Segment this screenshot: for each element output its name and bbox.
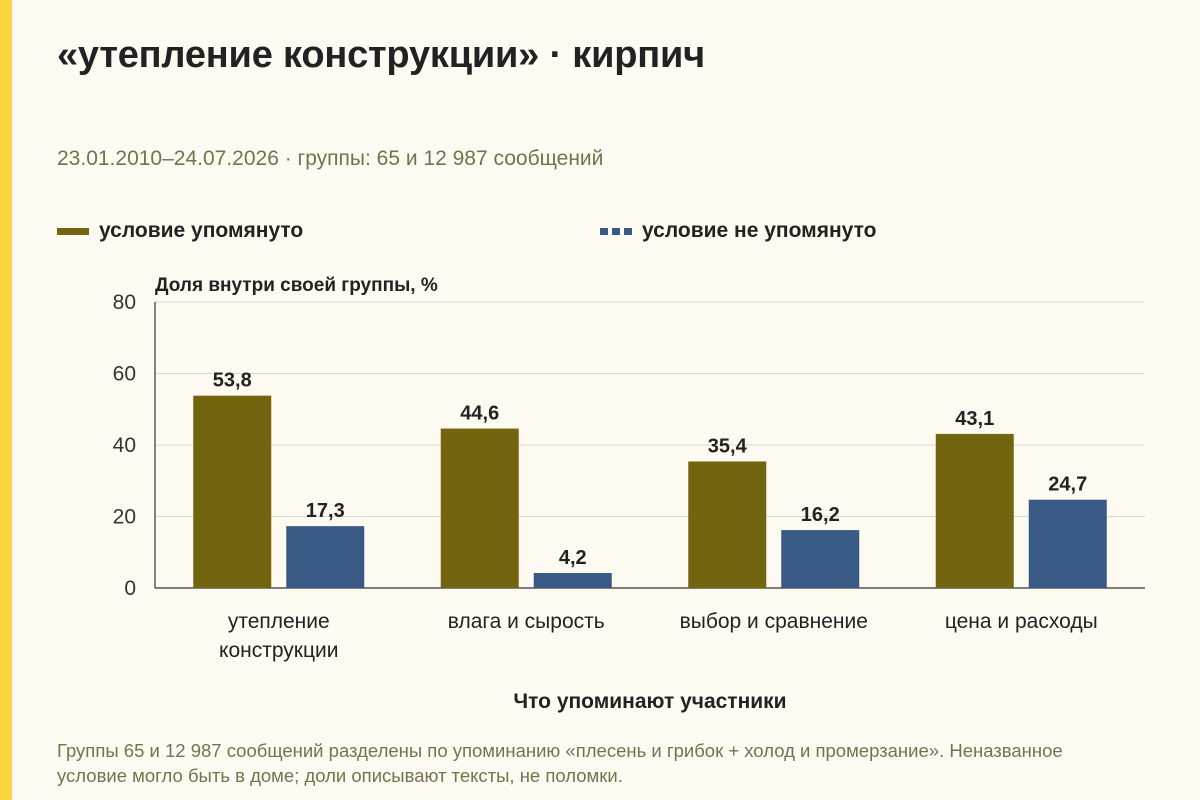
bar-value-label: 44,6 [460, 403, 499, 425]
accent-bar [0, 0, 12, 800]
subtitle: 23.01.2010–24.07.2026 · группы: 65 и 12 … [57, 147, 604, 170]
legend-swatch-solid [57, 227, 89, 235]
bar [193, 395, 272, 588]
page-title: «утепление конструкции» · кирпич [57, 34, 706, 76]
x-tick-label: влага и сырость [448, 610, 605, 633]
y-tick-label: 40 [113, 434, 136, 457]
bar-value-label: 53,8 [213, 370, 252, 392]
y-tick-label: 60 [113, 363, 136, 386]
bar [286, 526, 365, 588]
bar-value-label: 16,2 [801, 504, 840, 526]
bar-value-label: 35,4 [708, 435, 748, 457]
bar [935, 433, 1014, 588]
bar [781, 530, 860, 588]
y-tick-label: 0 [124, 577, 136, 600]
y-axis-title: Доля внутри своей группы, % [155, 275, 438, 296]
bar [533, 572, 612, 588]
bar [688, 461, 767, 588]
x-axis-title: Что упоминают участники [513, 690, 786, 713]
bar-value-label: 4,2 [559, 547, 587, 569]
y-tick-label: 80 [113, 291, 136, 314]
bar-value-label: 17,3 [306, 500, 345, 522]
bar [1028, 499, 1107, 588]
legend-label-not-mentioned: условие не упомянуто [642, 219, 877, 242]
x-tick-label: выбор и сравнение [680, 610, 868, 633]
footnote: Группы 65 и 12 987 сообщений разделены п… [57, 740, 1063, 786]
x-tick-label: утепление конструкции [219, 610, 338, 662]
legend-item-mentioned: условие упомянуто [57, 219, 303, 243]
legend-swatch-dashed [600, 227, 632, 235]
bar-value-label: 24,7 [1048, 474, 1087, 496]
y-tick-label: 20 [113, 506, 136, 529]
bar-value-label: 43,1 [955, 408, 994, 430]
bar [440, 428, 519, 588]
legend-item-not-mentioned: условие не упомянуто [600, 219, 876, 243]
legend-label-mentioned: условие упомянуто [99, 219, 304, 242]
x-tick-label: цена и расходы [945, 610, 1098, 633]
